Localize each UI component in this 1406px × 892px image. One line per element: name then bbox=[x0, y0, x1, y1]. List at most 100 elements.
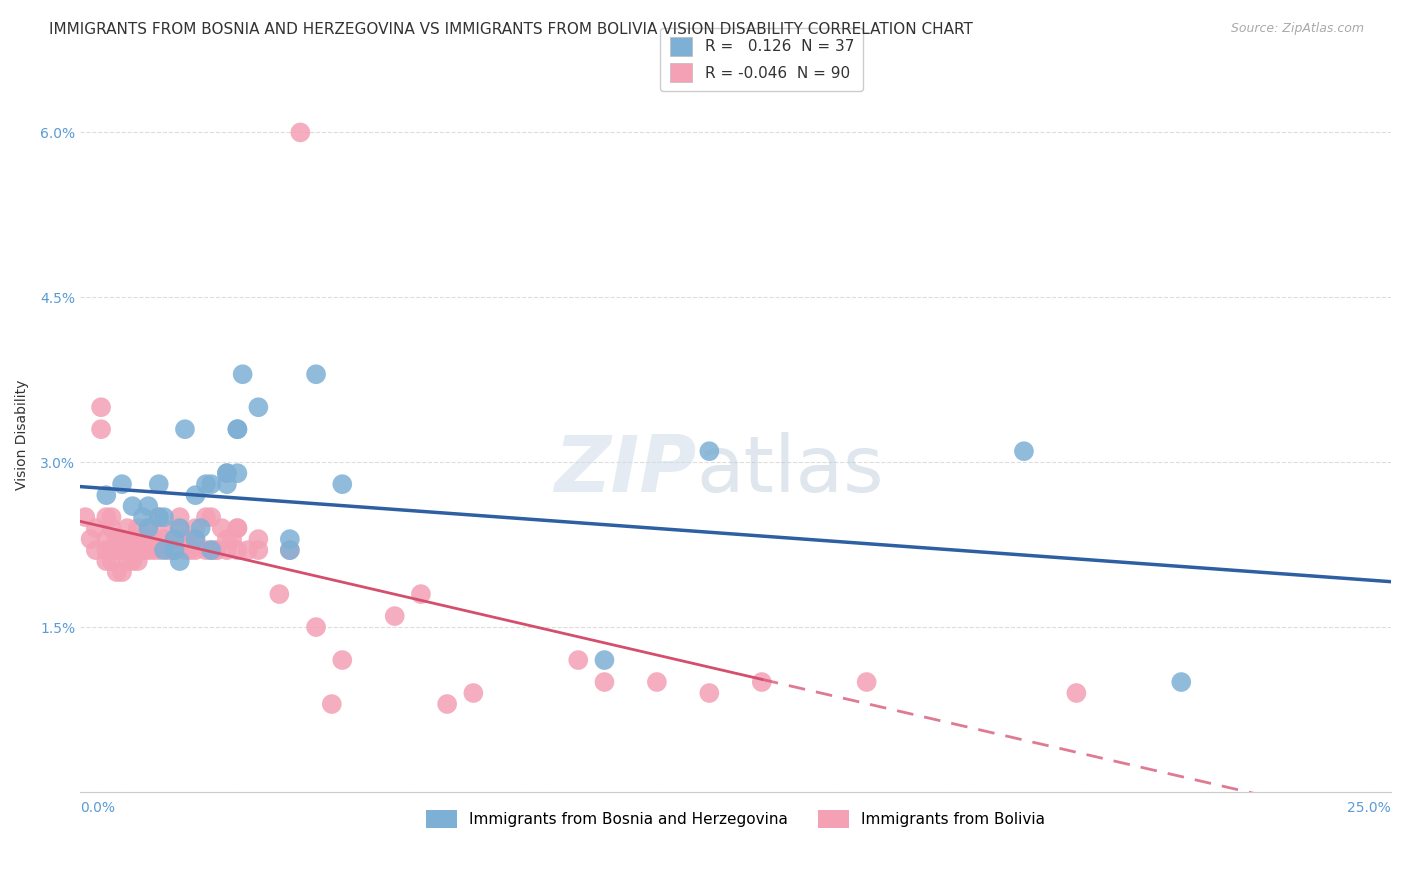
Point bbox=[84, 543, 107, 558]
Point bbox=[593, 675, 616, 690]
Point bbox=[247, 401, 270, 415]
Point bbox=[200, 543, 222, 558]
Point bbox=[226, 422, 249, 436]
Point bbox=[100, 554, 122, 568]
Text: IMMIGRANTS FROM BOSNIA AND HERZEGOVINA VS IMMIGRANTS FROM BOLIVIA VISION DISABIL: IMMIGRANTS FROM BOSNIA AND HERZEGOVINA V… bbox=[49, 22, 973, 37]
Point bbox=[157, 543, 180, 558]
Point bbox=[153, 543, 176, 558]
Point bbox=[330, 653, 353, 667]
Point bbox=[321, 697, 343, 711]
Point bbox=[153, 510, 176, 524]
Point bbox=[205, 543, 228, 558]
Point bbox=[117, 554, 139, 568]
Point bbox=[593, 653, 616, 667]
Point bbox=[194, 510, 217, 524]
Point bbox=[111, 565, 134, 579]
Point bbox=[163, 532, 186, 546]
Point bbox=[169, 510, 191, 524]
Point bbox=[136, 543, 159, 558]
Point bbox=[384, 609, 406, 624]
Text: ZIP: ZIP bbox=[554, 433, 696, 508]
Point bbox=[305, 620, 328, 634]
Point bbox=[1066, 686, 1088, 700]
Point bbox=[132, 543, 155, 558]
Point bbox=[226, 521, 249, 535]
Point bbox=[200, 477, 222, 491]
Point bbox=[169, 521, 191, 535]
Point bbox=[127, 543, 149, 558]
Point bbox=[409, 587, 432, 601]
Point bbox=[174, 543, 197, 558]
Point bbox=[79, 532, 101, 546]
Point bbox=[96, 554, 118, 568]
Point bbox=[205, 543, 228, 558]
Point bbox=[96, 510, 118, 524]
Point bbox=[751, 675, 773, 690]
Point bbox=[117, 521, 139, 535]
Point bbox=[211, 521, 233, 535]
Point bbox=[226, 521, 249, 535]
Point bbox=[215, 543, 238, 558]
Point bbox=[226, 422, 249, 436]
Point bbox=[96, 532, 118, 546]
Point bbox=[163, 543, 186, 558]
Point bbox=[121, 532, 143, 546]
Point bbox=[148, 510, 170, 524]
Point bbox=[855, 675, 877, 690]
Y-axis label: Vision Disability: Vision Disability bbox=[15, 379, 30, 490]
Point bbox=[163, 532, 186, 546]
Point bbox=[645, 675, 668, 690]
Point bbox=[1170, 675, 1192, 690]
Point bbox=[127, 521, 149, 535]
Point bbox=[174, 532, 197, 546]
Point bbox=[200, 543, 222, 558]
Point bbox=[169, 521, 191, 535]
Point bbox=[190, 521, 212, 535]
Point bbox=[121, 543, 143, 558]
Point bbox=[699, 444, 721, 458]
Point bbox=[121, 532, 143, 546]
Point bbox=[136, 499, 159, 513]
Point bbox=[699, 686, 721, 700]
Point bbox=[136, 521, 159, 535]
Text: atlas: atlas bbox=[696, 433, 884, 508]
Point bbox=[236, 543, 259, 558]
Point bbox=[567, 653, 589, 667]
Point bbox=[290, 125, 312, 139]
Point bbox=[436, 697, 458, 711]
Point bbox=[111, 543, 134, 558]
Point bbox=[136, 521, 159, 535]
Point bbox=[136, 532, 159, 546]
Text: Source: ZipAtlas.com: Source: ZipAtlas.com bbox=[1230, 22, 1364, 36]
Point bbox=[142, 543, 165, 558]
Point bbox=[111, 532, 134, 546]
Point bbox=[90, 422, 112, 436]
Point bbox=[179, 532, 201, 546]
Point bbox=[105, 565, 128, 579]
Point bbox=[100, 543, 122, 558]
Point bbox=[305, 368, 328, 382]
Point bbox=[142, 532, 165, 546]
Point bbox=[157, 543, 180, 558]
Point bbox=[84, 521, 107, 535]
Point bbox=[117, 543, 139, 558]
Point bbox=[179, 543, 201, 558]
Point bbox=[105, 543, 128, 558]
Point bbox=[226, 466, 249, 480]
Point bbox=[221, 532, 243, 546]
Point bbox=[153, 521, 176, 535]
Point bbox=[269, 587, 291, 601]
Point bbox=[215, 532, 238, 546]
Point bbox=[90, 401, 112, 415]
Point bbox=[105, 532, 128, 546]
Point bbox=[278, 543, 301, 558]
Point bbox=[163, 543, 186, 558]
Point bbox=[127, 554, 149, 568]
Point bbox=[169, 554, 191, 568]
Point bbox=[148, 477, 170, 491]
Point bbox=[200, 510, 222, 524]
Point bbox=[226, 543, 249, 558]
Point bbox=[148, 543, 170, 558]
Point bbox=[153, 532, 176, 546]
Point bbox=[194, 477, 217, 491]
